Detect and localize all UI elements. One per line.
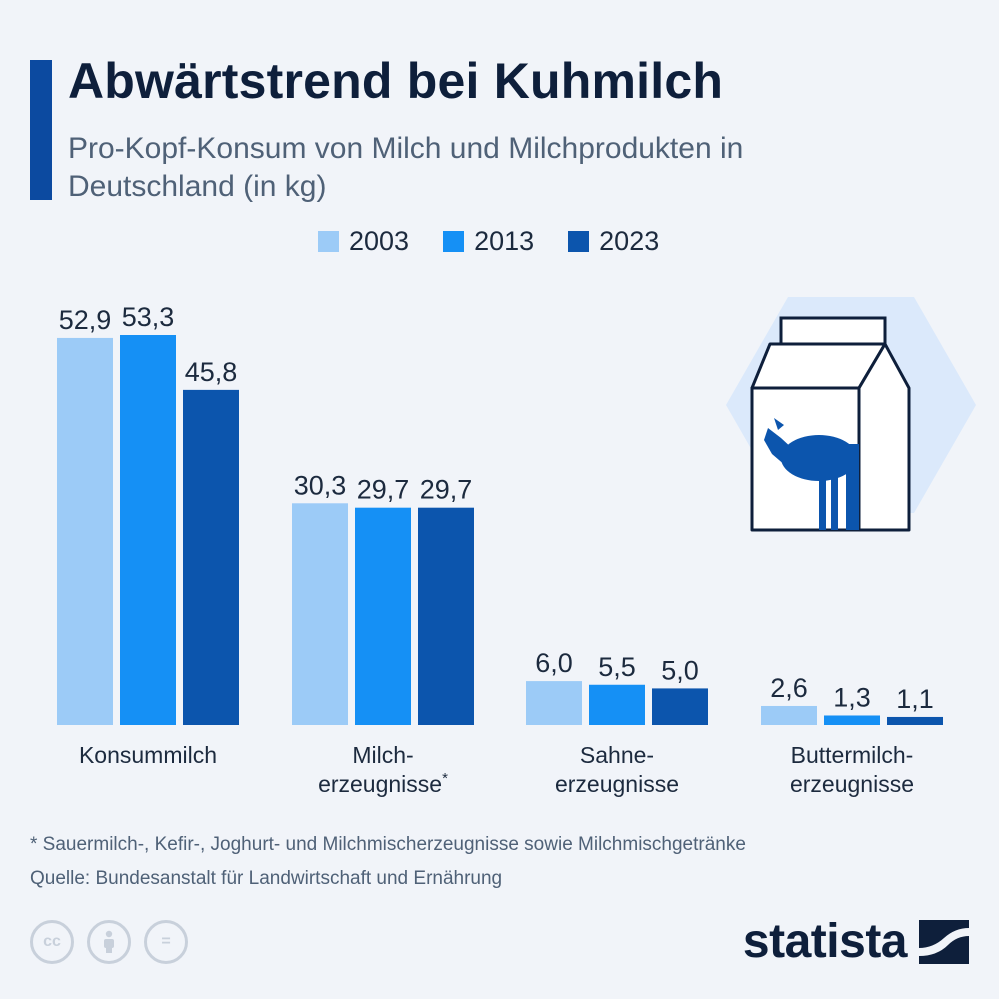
category-group: 52,9 53,3 45,8 Konsummilch	[57, 302, 239, 768]
category-group: 30,3 29,7 29,7 Milch-erzeugnisse*	[292, 470, 474, 797]
bar-2003	[761, 705, 817, 725]
bar-value-label: 1,3	[833, 682, 871, 712]
category-label: erzeugnisse*	[318, 770, 448, 797]
bar-value-label: 45,8	[185, 357, 238, 387]
category-label: Konsummilch	[79, 742, 217, 768]
category-label: erzeugnisse	[555, 771, 679, 797]
cc-icon[interactable]: cc	[30, 920, 74, 964]
bar-2013	[589, 684, 645, 725]
legend-label-2013: 2013	[474, 226, 535, 256]
bar-value-label: 29,7	[357, 475, 410, 505]
bar-2023	[887, 716, 943, 725]
milk-carton-with-cow-icon	[726, 240, 976, 575]
category-label: Sahne-	[580, 742, 654, 768]
legend: 2003 2013 2023	[318, 226, 659, 257]
bar-value-label: 5,5	[598, 652, 636, 682]
bar-2023	[652, 688, 708, 725]
bar-2023	[183, 389, 239, 725]
bar-value-label: 6,0	[535, 648, 573, 678]
legend-item-2013: 2013	[443, 226, 534, 257]
legend-swatch-2013	[443, 231, 465, 252]
category-label: erzeugnisse	[790, 771, 914, 797]
legend-label-2003: 2003	[349, 226, 410, 256]
legend-label-2023: 2023	[599, 226, 660, 256]
no-derivatives-icon[interactable]: =	[144, 920, 188, 964]
category-group: 6,0 5,5 5,0 Sahne-erzeugnisse	[526, 648, 708, 797]
bar-value-label: 5,0	[661, 655, 699, 685]
footnote-marker: *	[442, 770, 448, 787]
bar-2023	[418, 507, 474, 725]
category-group: 2,6 1,3 1,1 Buttermilch-erzeugnisse	[761, 673, 943, 797]
bar-2003	[57, 337, 113, 725]
category-label: Buttermilch-	[791, 742, 914, 768]
bar-2003	[526, 681, 582, 725]
bar-value-label: 52,9	[59, 305, 112, 335]
bar-2013	[355, 507, 411, 725]
footnote: * Sauermilch-, Kefir-, Joghurt- und Milc…	[30, 834, 746, 855]
title-accent-bar	[30, 60, 52, 200]
chart-subtitle: Pro-Kopf-Konsum von Milch und Milchprodu…	[68, 132, 744, 203]
bar-2003	[292, 503, 348, 725]
statista-logo[interactable]: statista	[743, 914, 969, 969]
chart-title: Abwärtstrend bei Kuhmilch	[68, 53, 724, 109]
bar-value-label: 1,1	[896, 684, 934, 714]
legend-item-2023: 2023	[568, 226, 659, 257]
license-icons: cc =	[30, 920, 188, 964]
legend-swatch-2003	[318, 231, 339, 252]
legend-swatch-2023	[568, 231, 590, 252]
statista-mark-icon	[919, 919, 969, 964]
category-label: Milch-	[352, 742, 413, 768]
bar-value-label: 53,3	[122, 302, 175, 332]
source-note: Quelle: Bundesanstalt für Landwirtschaft…	[30, 868, 503, 889]
bar-2013	[824, 715, 880, 725]
bar-value-label: 2,6	[770, 673, 808, 703]
bar-2013	[120, 335, 176, 725]
legend-item-2003: 2003	[318, 226, 409, 257]
bar-value-label: 30,3	[294, 470, 347, 500]
attribution-icon[interactable]	[87, 920, 131, 964]
brand-name: statista	[742, 915, 908, 968]
bar-value-label: 29,7	[420, 475, 473, 505]
